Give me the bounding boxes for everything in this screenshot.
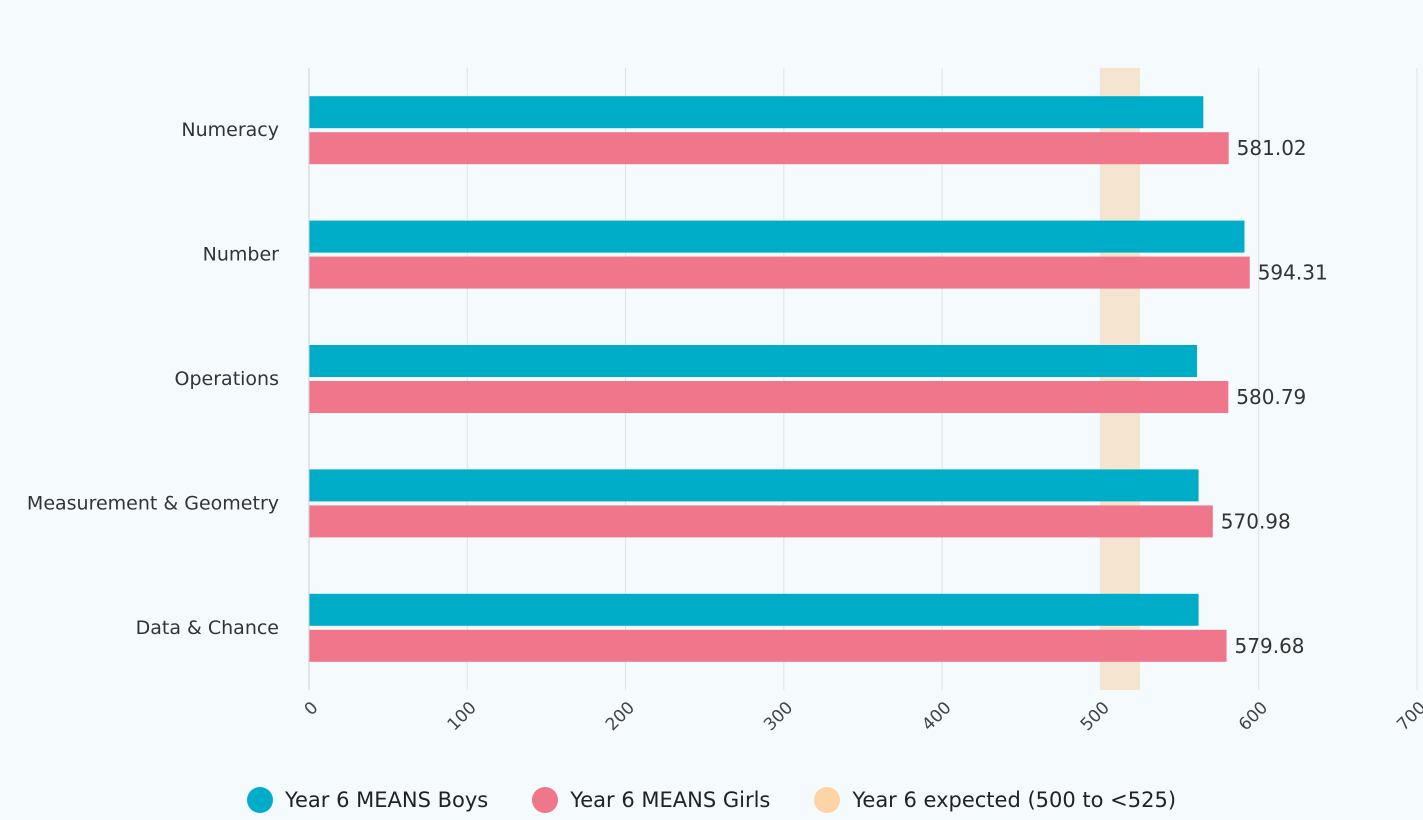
chart: Numeracy 581.02 Number 594.31 Operations 580.… <box>27 68 1423 735</box>
bar-girls-1 <box>309 256 1250 289</box>
legend-item-boys[interactable]: Year 6 MEANS Boys <box>246 787 489 813</box>
legend-label-expected: Year 6 expected (500 to <525) <box>852 788 1177 812</box>
category-label-1: Number <box>203 244 280 266</box>
x-tick-label-2: 200 <box>602 698 639 735</box>
x-tick-label-5: 500 <box>1077 698 1114 735</box>
x-tick-label-4: 400 <box>918 698 955 735</box>
bar-girls-2 <box>309 381 1229 413</box>
bar-girls-0 <box>309 132 1229 165</box>
x-tick-label-7: 700 <box>1393 698 1423 735</box>
legend: Year 6 MEANS Boys Year 6 MEANS Girls Yea… <box>0 787 1423 813</box>
x-tick-label-0: 0 <box>301 698 323 720</box>
data-label-girls-1: 594.31 <box>1258 261 1328 285</box>
bar-boys-1 <box>309 220 1245 253</box>
legend-swatch-boys <box>246 787 273 813</box>
legend-swatch-expected <box>814 787 841 813</box>
legend-item-girls[interactable]: Year 6 MEANS Girls <box>532 787 770 813</box>
legend-label-boys: Year 6 MEANS Boys <box>284 788 489 812</box>
legend-label-girls: Year 6 MEANS Girls <box>570 788 771 812</box>
bar-boys-3 <box>309 469 1199 502</box>
data-label-girls-0: 581.02 <box>1237 136 1307 160</box>
expected-band <box>1100 68 1140 690</box>
category-label-4: Data & Chance <box>136 617 279 639</box>
category-label-0: Numeracy <box>181 119 279 141</box>
data-label-girls-3: 570.98 <box>1221 509 1291 533</box>
data-label-girls-4: 579.68 <box>1235 634 1305 658</box>
data-label-girls-2: 580.79 <box>1236 385 1306 409</box>
x-tick-label-1: 100 <box>444 698 481 735</box>
x-tick-label-3: 300 <box>760 698 797 735</box>
bar-boys-4 <box>309 593 1199 626</box>
category-label-2: Operations <box>175 368 279 390</box>
category-label-3: Measurement & Geometry <box>27 492 279 514</box>
bar-girls-3 <box>309 505 1213 538</box>
bar-boys-0 <box>309 96 1204 129</box>
legend-swatch-girls <box>532 787 559 813</box>
legend-item-expected[interactable]: Year 6 expected (500 to <525) <box>814 787 1176 813</box>
bar-girls-4 <box>309 629 1227 662</box>
bar-boys-2 <box>309 345 1197 377</box>
x-tick-label-6: 600 <box>1235 698 1272 735</box>
